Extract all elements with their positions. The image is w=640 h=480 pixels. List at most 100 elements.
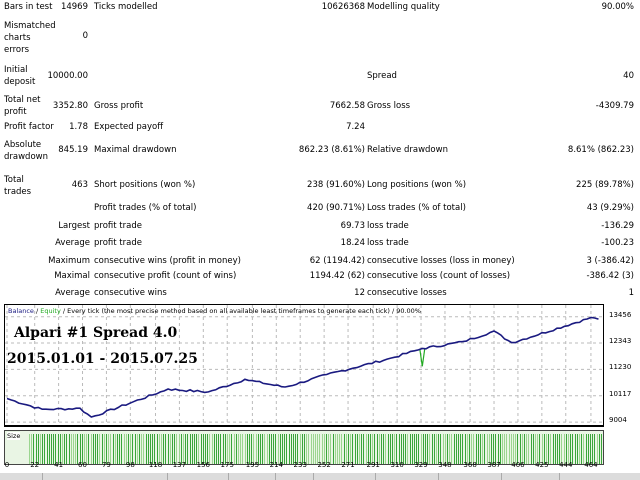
volume-bar: [264, 434, 266, 464]
volume-bar: [559, 434, 561, 464]
volume-bar: [570, 434, 572, 464]
volume-bar: [268, 434, 270, 464]
volume-bar: [576, 434, 578, 464]
bars-label: Bars in test: [4, 2, 53, 12]
volume-bar: [594, 434, 596, 464]
volume-bar: [491, 434, 492, 464]
volume-bar: [121, 434, 123, 464]
volume-bar: [334, 434, 336, 464]
volume-bar: [565, 434, 567, 464]
volume-bar: [211, 434, 213, 464]
volume-bar: [537, 434, 539, 464]
volume-bar: [106, 434, 107, 464]
volume-bar: [167, 434, 169, 464]
volume-bar: [114, 434, 116, 464]
short-label: Short positions (won %): [94, 180, 196, 190]
volume-bar: [427, 434, 429, 464]
chart-header: Balance / Equity / Every tick (the most …: [8, 307, 421, 315]
tab[interactable]: [560, 473, 640, 480]
maxlosses-label: consecutive losses (loss in money): [367, 256, 515, 266]
payoff-label: Expected payoff: [94, 122, 164, 132]
volume-bar: [405, 434, 407, 464]
volume-bar: [598, 434, 600, 464]
volume-bar: [185, 434, 187, 464]
volume-bar: [365, 434, 367, 464]
volume-bar: [348, 434, 349, 464]
volume-bar: [585, 434, 587, 464]
volume-bar: [174, 434, 176, 464]
volume-bar: [532, 434, 534, 464]
volume-bar: [341, 434, 343, 464]
mismatch-label: Mismatched charts errors: [4, 21, 56, 55]
deposit-value: 10000.00: [47, 71, 88, 81]
volume-bar: [513, 434, 514, 464]
volume-bar: [482, 434, 484, 464]
tab[interactable]: [313, 473, 376, 480]
volume-bar: [477, 434, 479, 464]
volume-bar: [317, 434, 319, 464]
volume-bar: [238, 434, 239, 464]
tab[interactable]: [168, 473, 228, 480]
volume-bar: [156, 434, 158, 464]
volume-bar: [539, 434, 541, 464]
volume-bar: [279, 434, 281, 464]
volume-bar: [101, 434, 103, 464]
volume-bar: [251, 434, 253, 464]
maximal-prefix: Maximal: [54, 271, 90, 281]
average-profit-label: profit trade: [94, 238, 142, 248]
volume-bar: [207, 434, 209, 464]
volume-bar: [108, 434, 110, 464]
volume-bar: [524, 434, 525, 464]
tab[interactable]: [228, 473, 275, 480]
volume-bar: [255, 434, 257, 464]
volume-bar: [436, 434, 437, 464]
volume-bar: [90, 434, 92, 464]
volume-bar: [253, 434, 255, 464]
volume-bar: [249, 434, 250, 464]
volume-bar: [502, 434, 503, 464]
grossloss-label: Gross loss: [367, 101, 411, 111]
short-value: 238 (91.60%): [307, 180, 365, 190]
volume-bar: [519, 434, 521, 464]
volume-bar: [407, 434, 409, 464]
tab[interactable]: [501, 473, 560, 480]
volume-bar: [447, 434, 448, 464]
tab[interactable]: [438, 473, 501, 480]
volume-bar: [416, 434, 418, 464]
volume-bar: [464, 434, 466, 464]
volume-bar: [378, 434, 380, 464]
volume-bar: [130, 434, 132, 464]
volume-bar: [497, 434, 499, 464]
reldd-label: Relative drawdown: [367, 145, 448, 155]
volume-bar: [51, 434, 52, 464]
y-tick-label: 9004: [609, 416, 627, 425]
x-tick-label: 464: [584, 461, 598, 469]
ptrades-label: Profit trades (% of total): [94, 203, 197, 213]
volume-bar: [55, 434, 57, 464]
volume-bar: [383, 434, 385, 464]
tab[interactable]: [376, 473, 438, 480]
volume-bar: [521, 434, 523, 464]
volume-bar: [68, 434, 70, 464]
volume-bar: [330, 434, 332, 464]
volume-bar: [112, 434, 114, 464]
volume-bar: [240, 434, 242, 464]
volume-bar: [73, 434, 74, 464]
volume-bar: [579, 434, 580, 464]
largest-prefix: Largest: [58, 221, 90, 231]
size-panel: Size: [4, 430, 604, 465]
tab[interactable]: [0, 473, 42, 480]
volume-bar: [495, 434, 497, 464]
volume-bar: [486, 434, 488, 464]
volume-bar: [145, 434, 147, 464]
balance-line: [6, 316, 599, 418]
volume-bar: [462, 434, 464, 464]
volume-bar: [508, 434, 510, 464]
tab[interactable]: [42, 473, 168, 480]
volume-bar: [583, 434, 585, 464]
volume-bar: [117, 434, 118, 464]
volume-bar: [284, 434, 286, 464]
volume-bar: [381, 434, 382, 464]
tab[interactable]: [275, 473, 313, 480]
x-tick-label: 368: [463, 461, 477, 469]
